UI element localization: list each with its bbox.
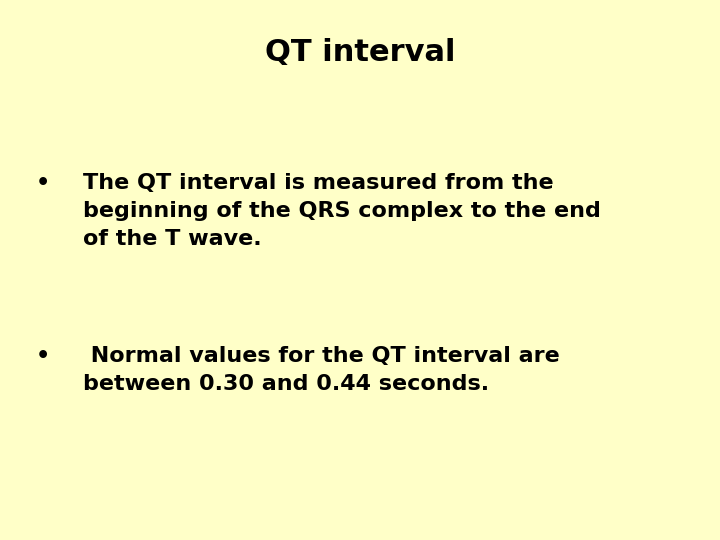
Text: •: • <box>36 173 50 193</box>
Text: •: • <box>36 346 50 366</box>
Text: The QT interval is measured from the
beginning of the QRS complex to the end
of : The QT interval is measured from the beg… <box>83 173 600 249</box>
Text: QT interval: QT interval <box>265 38 455 67</box>
Text: Normal values for the QT interval are
between 0.30 and 0.44 seconds.: Normal values for the QT interval are be… <box>83 346 559 394</box>
